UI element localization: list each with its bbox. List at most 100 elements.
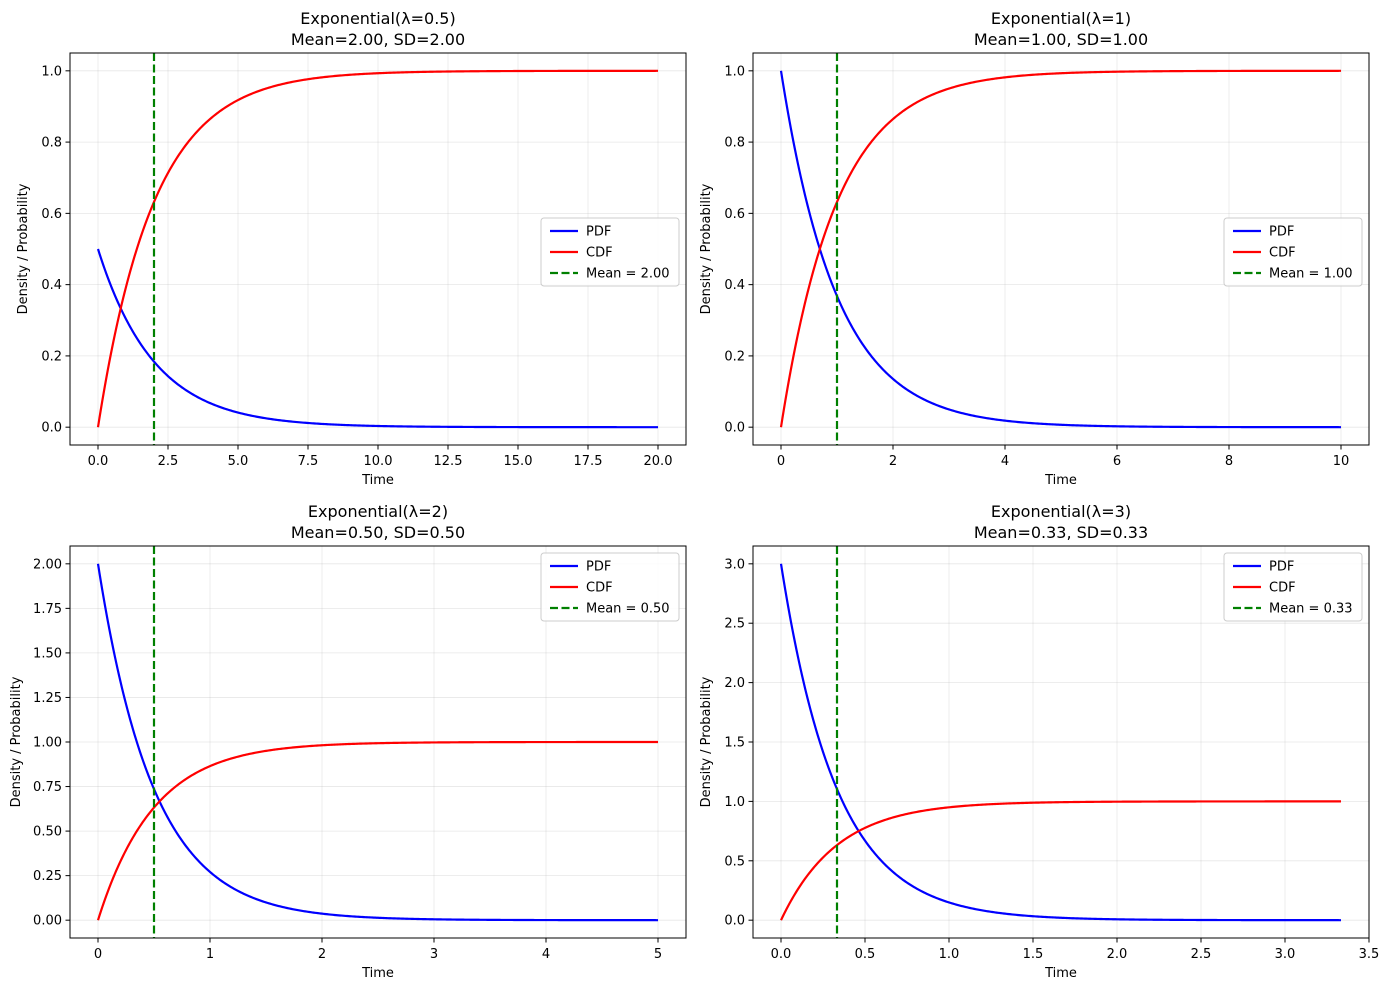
chart-title-line2: Mean=1.00, SD=1.00 — [974, 30, 1148, 49]
legend-box — [1223, 217, 1363, 287]
x-tick-label: 2.5 — [158, 454, 179, 469]
y-tick-label: 0.0 — [724, 914, 745, 929]
subplot-3: 0 1 2 3 4 5 0.00 0.25 0.50 0.75 1.00 1.25 1.50 1.75 2.… — [9, 502, 687, 981]
x-tick-label: 3.5 — [1359, 947, 1380, 962]
cdf-line — [96, 69, 658, 428]
x-tick-label: 7.5 — [298, 454, 319, 469]
y-tick-label: 0.0 — [41, 421, 62, 436]
y-tick-label: 0.50 — [33, 825, 62, 840]
x-tick-label: 20.0 — [644, 454, 673, 469]
x-tick-label: 0 — [777, 454, 785, 469]
x-tick-label: 0.0 — [88, 454, 109, 469]
pdf-line — [779, 70, 1341, 429]
x-tick-label: 1 — [206, 947, 214, 962]
x-axis-label: Time — [361, 473, 394, 488]
x-tick-label: 12.5 — [434, 454, 463, 469]
x-tick-label: 5 — [654, 947, 662, 962]
y-tick-label: 0.0 — [724, 421, 745, 436]
legend: PDF CDF Mean = 2.00 — [540, 217, 680, 287]
x-tick-label: 2 — [889, 454, 897, 469]
chart-title-line2: Mean=2.00, SD=2.00 — [291, 30, 465, 49]
legend: PDF CDF Mean = 0.50 — [540, 552, 680, 622]
y-tick-label: 1.0 — [41, 64, 62, 79]
y-tick-label: 0.6 — [41, 207, 62, 222]
legend-label-mean: Mean = 2.00 — [586, 267, 670, 282]
y-tick-label: 0.4 — [724, 278, 745, 293]
y-tick-label: 0.4 — [41, 278, 62, 293]
x-tick-label: 0.0 — [771, 947, 792, 962]
chart-title-line1: Exponential(λ=2) — [308, 502, 448, 521]
legend-label-mean: Mean = 1.00 — [1269, 267, 1353, 282]
x-tick-label: 0.5 — [855, 947, 876, 962]
x-tick-label: 2 — [318, 947, 326, 962]
y-axis-label: Density / Probability — [699, 183, 714, 314]
y-tick-label: 0.8 — [41, 136, 62, 151]
subplot-4: 0.0 0.5 1.0 1.5 2.0 2.5 3.0 3.5 0.0 0.5 1.0 1.5 2.0 2… — [699, 502, 1379, 981]
y-tick-label: 0.5 — [724, 854, 745, 869]
chart-title-line1: Exponential(λ=3) — [991, 502, 1131, 521]
x-tick-label: 3 — [430, 947, 438, 962]
x-tick-label: 15.0 — [504, 454, 533, 469]
x-tick-label: 1.5 — [1023, 947, 1044, 962]
x-axis-label: Time — [1044, 473, 1077, 488]
x-tick-label: 6 — [1113, 454, 1121, 469]
legend-box — [1223, 552, 1363, 622]
legend-label-cdf: CDF — [586, 581, 613, 596]
y-tick-label: 1.00 — [33, 736, 62, 751]
y-tick-label: 0.8 — [724, 136, 745, 151]
subplot-2: 0 2 4 6 8 10 0.0 0.2 0.4 0.6 0.8 1.0 Exponential(λ=1… — [699, 9, 1370, 488]
y-tick-label: 1.75 — [33, 602, 62, 617]
y-tick-label: 1.0 — [724, 64, 745, 79]
cdf-line — [779, 69, 1341, 428]
y-tick-label: 0.6 — [724, 207, 745, 222]
legend: PDF CDF Mean = 0.33 — [1223, 552, 1363, 622]
pdf-line — [96, 248, 658, 429]
y-tick-label: 2.00 — [33, 557, 62, 572]
x-tick-label: 0 — [94, 947, 102, 962]
y-tick-label: 0.00 — [33, 914, 62, 929]
y-tick-label: 0.2 — [724, 349, 745, 364]
pdf-line — [96, 563, 658, 922]
x-axis-label: Time — [1044, 966, 1077, 981]
x-tick-label: 3.0 — [1275, 947, 1296, 962]
cdf-line — [96, 740, 658, 921]
cdf-line — [780, 800, 1341, 921]
y-tick-label: 2.0 — [724, 676, 745, 691]
legend-label-cdf: CDF — [1269, 246, 1296, 261]
y-tick-label: 0.2 — [41, 349, 62, 364]
legend-label-pdf: PDF — [1269, 560, 1294, 575]
x-tick-label: 17.5 — [574, 454, 603, 469]
x-tick-label: 5.0 — [228, 454, 249, 469]
x-tick-label: 10 — [1333, 454, 1350, 469]
y-tick-label: 1.50 — [33, 646, 62, 661]
legend-label-cdf: CDF — [586, 246, 613, 261]
x-tick-label: 8 — [1225, 454, 1233, 469]
legend-box — [540, 552, 680, 622]
chart-title-line2: Mean=0.50, SD=0.50 — [291, 523, 465, 542]
y-tick-label: 3.0 — [724, 557, 745, 572]
legend-label-cdf: CDF — [1269, 581, 1296, 596]
legend-label-pdf: PDF — [586, 225, 611, 240]
y-tick-label: 2.5 — [724, 617, 745, 632]
legend-label-pdf: PDF — [1269, 225, 1294, 240]
legend-label-pdf: PDF — [586, 560, 611, 575]
legend-label-mean: Mean = 0.33 — [1269, 602, 1353, 617]
pdf-line — [779, 563, 1341, 922]
x-axis-label: Time — [361, 966, 394, 981]
x-tick-label: 10.0 — [364, 454, 393, 469]
y-tick-label: 1.25 — [33, 691, 62, 706]
y-axis-label: Density / Probability — [699, 676, 714, 807]
x-tick-label: 4 — [542, 947, 550, 962]
chart-title-line2: Mean=0.33, SD=0.33 — [974, 523, 1148, 542]
legend: PDF CDF Mean = 1.00 — [1223, 217, 1363, 287]
y-tick-label: 0.75 — [33, 780, 62, 795]
y-axis-label: Density / Probability — [16, 183, 31, 314]
axes-frame — [752, 52, 1370, 446]
y-tick-label: 0.25 — [33, 869, 62, 884]
x-tick-label: 2.0 — [1107, 947, 1128, 962]
subplot-1: 0.0 2.5 5.0 7.5 10.0 12.5 15.0 17.5 20.0 0.0 0.2 0.… — [16, 9, 687, 488]
chart-title-line1: Exponential(λ=1) — [991, 9, 1131, 28]
legend-label-mean: Mean = 0.50 — [586, 602, 670, 617]
chart-title-line1: Exponential(λ=0.5) — [300, 9, 455, 28]
